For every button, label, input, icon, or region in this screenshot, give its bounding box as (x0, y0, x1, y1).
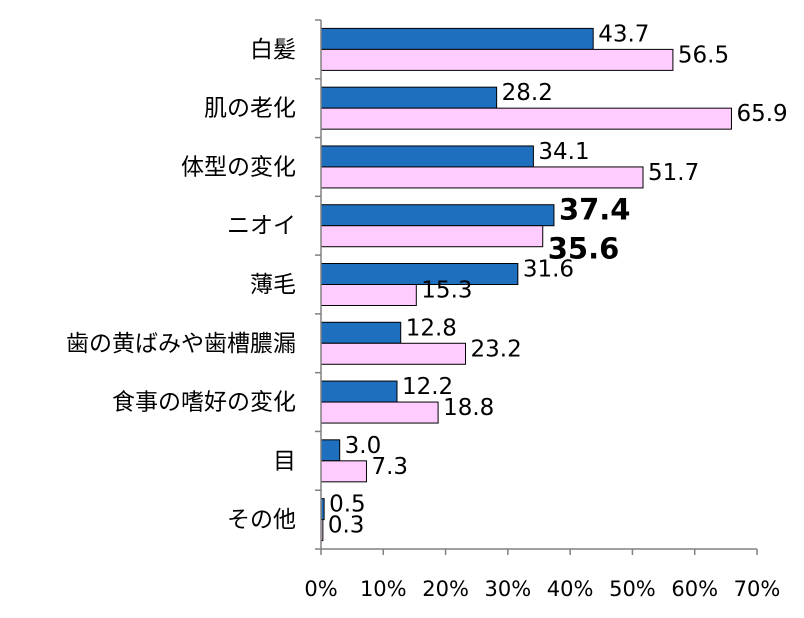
x-tick-label: 20% (422, 577, 469, 601)
value-label: 18.8 (443, 395, 494, 421)
x-tick-label: 70% (734, 577, 781, 601)
x-tick-label: 40% (547, 577, 594, 601)
x-tick-label: 30% (485, 577, 532, 601)
bar-series-2 (320, 460, 367, 483)
value-label: 56.5 (678, 42, 729, 68)
category-label: ニオイ (227, 213, 296, 239)
bar-series-1 (320, 27, 594, 50)
value-label: 0.5 (329, 492, 366, 518)
category-label: 歯の黄ばみや歯槽膿漏 (66, 331, 296, 357)
bar-series-2 (320, 107, 732, 130)
value-label: 7.3 (371, 454, 408, 480)
value-label: 37.4 (559, 193, 631, 227)
x-tick-label: 60% (671, 577, 718, 601)
bar-series-2 (320, 342, 467, 365)
value-label: 51.7 (648, 160, 699, 186)
value-label: 28.2 (502, 80, 553, 106)
value-label: 23.2 (471, 336, 522, 362)
bar-series-2 (320, 48, 674, 71)
value-label: 34.1 (538, 139, 589, 165)
category-label: その他 (227, 507, 296, 533)
bar-series-1 (320, 145, 534, 168)
value-label: 15.3 (421, 278, 472, 304)
category-label: 薄毛 (250, 272, 296, 298)
value-label: 12.2 (402, 374, 453, 400)
x-tick-label: 10% (360, 577, 407, 601)
category-label: 目 (273, 448, 296, 474)
category-label: 肌の老化 (204, 96, 296, 122)
x-tick-labels-group: 0% 10% 20% 30% 40% 50% 60% 70% (304, 577, 780, 601)
bar-series-2 (320, 401, 439, 424)
category-label: 体型の変化 (181, 154, 296, 180)
bar-series-2 (320, 284, 417, 306)
value-label: 43.7 (598, 21, 649, 47)
x-tick-label: 0% (304, 577, 337, 601)
bar-series-1 (320, 86, 498, 109)
value-label: 12.8 (406, 315, 457, 341)
category-label: 白髪 (250, 37, 296, 63)
value-label: 3.0 (345, 433, 382, 459)
x-tick-label: 50% (609, 577, 656, 601)
value-labels-group: 43.7 56.5 28.2 65.9 34.1 51.7 37.4 35.631.6 15.3… (328, 21, 788, 538)
value-label: 31.6 (523, 257, 574, 283)
value-label: 65.9 (736, 101, 787, 127)
bar-series-1 (320, 380, 398, 403)
bar-series-1 (320, 321, 402, 344)
axes-group (315, 19, 758, 555)
value-label: 35.6 (548, 232, 620, 266)
bar-series-1 (320, 439, 341, 462)
bar-series-1 (320, 263, 519, 285)
bar-series-2 (320, 166, 644, 189)
value-label: 0.3 (328, 513, 365, 539)
category-label: 食事の嗜好の変化 (112, 390, 296, 416)
bar-series-1 (320, 204, 555, 227)
bar-series-2 (320, 225, 544, 248)
